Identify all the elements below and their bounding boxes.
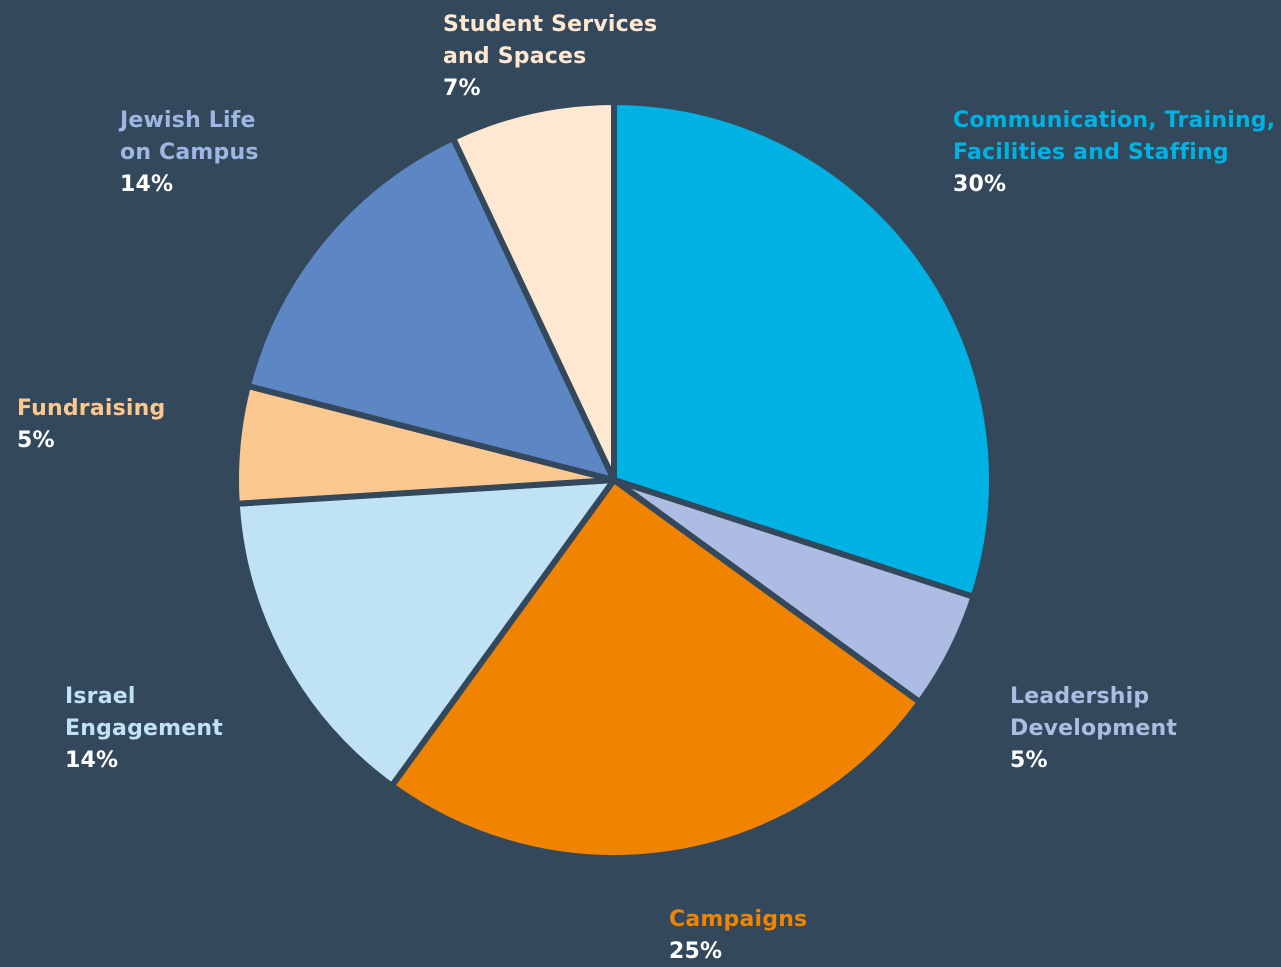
label-fundraising-name: Fundraising — [17, 396, 166, 421]
pie-slice-israel — [233, 477, 617, 789]
label-campaigns-pct: 25% — [669, 939, 723, 964]
label-student-services-pct: 7% — [443, 76, 481, 101]
label-student-services-name: Student Services and Spaces — [443, 12, 658, 69]
label-student-services: Student Services and Spaces 7% — [443, 9, 657, 105]
label-leadership: Leadership Development 5% — [1010, 681, 1177, 777]
label-communication: Communication, Training, Facilities and S… — [953, 105, 1275, 201]
label-israel-engagement-pct: 14% — [65, 748, 119, 773]
label-leadership-pct: 5% — [1010, 748, 1048, 773]
label-israel-engagement-name: Israel Engagement — [65, 684, 223, 741]
label-fundraising: Fundraising 5% — [17, 393, 166, 457]
label-leadership-name: Leadership Development — [1010, 684, 1178, 741]
label-fundraising-pct: 5% — [17, 428, 55, 453]
label-campaigns: Campaigns 25% — [669, 904, 807, 967]
label-jewish-life-name: Jewish Life on Campus — [120, 108, 259, 165]
label-jewish-life-pct: 14% — [120, 172, 174, 197]
label-communication-pct: 30% — [953, 172, 1007, 197]
label-communication-name: Communication, Training, Facilities and S… — [953, 108, 1276, 165]
label-israel-engagement: Israel Engagement 14% — [65, 681, 223, 777]
label-campaigns-name: Campaigns — [669, 907, 808, 932]
pie-slice-jewish — [244, 134, 617, 483]
pie-slice-student — [450, 99, 617, 483]
label-jewish-life: Jewish Life on Campus 14% — [120, 105, 259, 201]
pie-slice-communication — [611, 99, 995, 600]
pie-slice-campaigns — [388, 477, 923, 861]
